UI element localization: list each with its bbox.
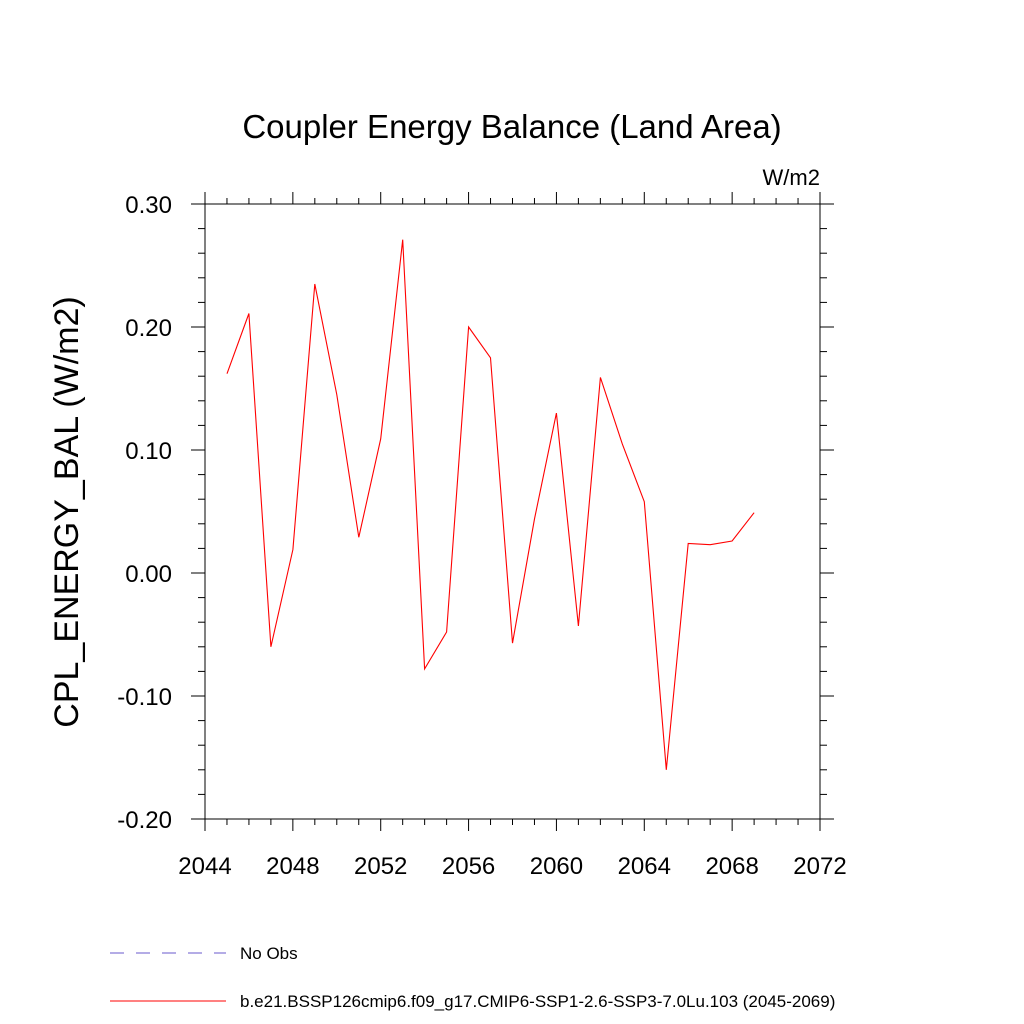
x-tick-label: 2048 xyxy=(266,853,319,880)
x-tick-label: 2072 xyxy=(793,853,846,880)
chart-title: Coupler Energy Balance (Land Area) xyxy=(242,108,781,145)
y-tick-label: 0.00 xyxy=(125,561,172,588)
x-tick-label: 2064 xyxy=(618,853,671,880)
y-tick-label: -0.20 xyxy=(117,807,172,834)
legend-label-no-obs: No Obs xyxy=(240,944,298,963)
x-tick-label: 2068 xyxy=(705,853,758,880)
units-label: W/m2 xyxy=(763,165,820,190)
y-tick-label: -0.10 xyxy=(117,684,172,711)
x-tick-label: 2056 xyxy=(442,853,495,880)
legend: No Obs b.e21.BSSP126cmip6.f09_g17.CMIP6-… xyxy=(110,944,835,1011)
plot-frame xyxy=(204,203,821,820)
y-tick-labels: -0.20 -0.10 0.00 0.10 0.20 0.30 xyxy=(117,192,172,834)
y-tick-label: 0.10 xyxy=(125,438,172,465)
axis-ticks xyxy=(191,192,834,831)
x-tick-label: 2060 xyxy=(530,853,583,880)
y-tick-label: 0.30 xyxy=(125,192,172,219)
y-tick-label: 0.20 xyxy=(125,315,172,342)
y-axis-label: CPL_ENERGY_BAL (W/m2) xyxy=(48,296,86,727)
series-group xyxy=(226,239,755,770)
legend-label-series: b.e21.BSSP126cmip6.f09_g17.CMIP6-SSP1-2.… xyxy=(240,992,835,1011)
x-tick-label: 2044 xyxy=(178,853,231,880)
x-tick-label: 2052 xyxy=(354,853,407,880)
series-line xyxy=(226,239,755,770)
x-tick-labels: 2044 2048 2052 2056 2060 2064 2068 2072 xyxy=(178,853,846,880)
